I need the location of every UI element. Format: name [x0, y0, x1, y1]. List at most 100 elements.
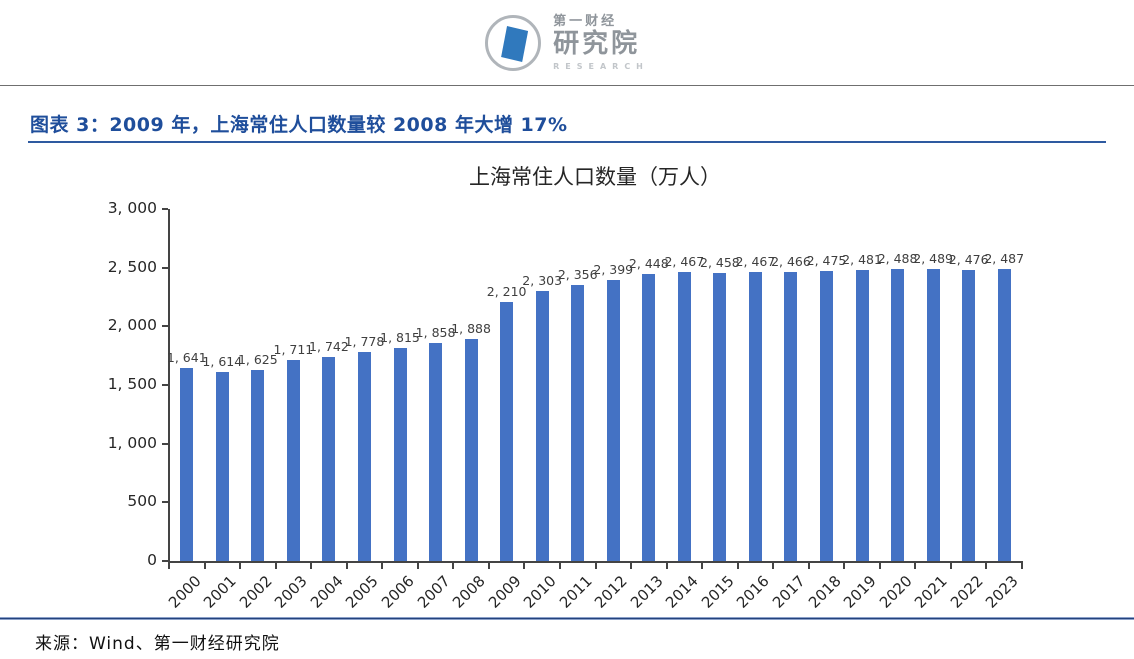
bar-2023 — [997, 269, 1011, 561]
x-axis-tick — [416, 563, 419, 569]
bar-2004 — [322, 356, 336, 561]
x-axis-tick — [701, 563, 704, 569]
logo-brand-line1: 第一财经 — [553, 13, 618, 29]
y-tick-label: 1, 500 — [107, 375, 157, 393]
y-axis-tick — [162, 442, 168, 445]
bar-2012 — [606, 279, 620, 561]
bar-value-label: 2, 399 — [593, 261, 634, 277]
bar-value-label: 1, 641 — [166, 350, 207, 366]
x-axis-tick — [843, 563, 846, 569]
header-divider — [0, 85, 1134, 86]
x-axis-tick — [239, 563, 242, 569]
bar-value-label: 1, 815 — [380, 330, 420, 346]
y-tick-label: 0 — [147, 551, 157, 569]
x-axis-tick — [381, 563, 384, 569]
x-axis-tick — [594, 563, 597, 569]
x-axis-tick — [985, 563, 988, 569]
logo-brand-line3: RESEARCH — [553, 61, 649, 71]
bar-chart-plot-area: 0 500 1, 000 1, 500 2, 000 2, 500 3, 000 1, 641… — [108, 199, 1024, 612]
bar-value-label: 1, 888 — [451, 321, 491, 337]
footer-divider — [0, 617, 1134, 620]
bar-value-label: 2, 467 — [664, 253, 705, 269]
y-axis-line — [168, 209, 170, 563]
bar-2002 — [251, 370, 265, 561]
x-axis-tick — [665, 563, 668, 569]
x-axis-line — [168, 561, 1023, 563]
bar-2018 — [820, 270, 834, 561]
x-axis-tick — [487, 563, 490, 569]
x-axis-tick — [203, 563, 206, 569]
y-axis-tick — [162, 325, 168, 328]
y-axis-tick — [162, 560, 168, 562]
yicai-research-logo: 第一财经 研究院 RESEARCH — [0, 10, 1134, 76]
bar-value-label: 2, 467 — [735, 253, 776, 269]
x-axis-tick — [949, 563, 952, 569]
bar-value-label: 2, 303 — [522, 272, 563, 288]
bar-value-label: 2, 487 — [984, 251, 1025, 267]
bar-2011 — [571, 284, 585, 561]
bar-value-label: 1, 614 — [202, 353, 243, 369]
x-axis-tick — [736, 563, 739, 569]
logo-brand-line2: 研究院 — [553, 28, 641, 59]
bar-value-label: 1, 858 — [415, 324, 456, 340]
chart-title: 上海常住人口数量（万人） — [469, 165, 721, 189]
logo-parallelogram-icon — [501, 26, 529, 62]
bar-2009 — [500, 301, 514, 561]
x-axis-tick — [345, 563, 348, 569]
x-axis-tick — [523, 563, 526, 569]
bar-2021 — [926, 268, 940, 561]
bar-value-label: 2, 476 — [948, 252, 989, 268]
x-axis-tick — [274, 563, 277, 569]
x-axis-tick — [772, 563, 775, 569]
logo-ring-icon — [485, 15, 542, 71]
bar-value-label: 1, 778 — [344, 334, 385, 350]
y-axis-tick — [162, 384, 168, 386]
bar-2008 — [464, 339, 478, 561]
y-tick-label: 500 — [127, 492, 157, 511]
x-axis-tick — [807, 563, 810, 569]
x-axis-tick — [914, 563, 917, 569]
bar-value-label: 2, 356 — [557, 266, 598, 282]
bar-2014 — [677, 271, 691, 561]
bar-2000 — [180, 368, 194, 561]
y-tick-label: 1, 000 — [107, 433, 157, 452]
y-axis-tick — [162, 501, 168, 504]
logo-text: 第一财经 研究院 RESEARCH — [553, 13, 649, 71]
source-note: 来源：Wind、第一财经研究院 — [35, 634, 280, 654]
bar-value-label: 1, 625 — [237, 352, 278, 368]
bar-2010 — [535, 290, 549, 561]
y-axis-tick — [162, 208, 168, 210]
x-axis-tick — [878, 563, 881, 569]
bar-2019 — [855, 269, 869, 561]
bar-value-label: 2, 448 — [628, 255, 669, 271]
bar-value-label: 2, 475 — [806, 252, 847, 268]
y-tick-label: 2, 000 — [107, 316, 157, 335]
x-axis-tick — [452, 563, 455, 569]
y-tick-label: 3, 000 — [107, 199, 157, 217]
bar-2001 — [215, 371, 229, 561]
x-axis-tick — [1021, 563, 1023, 569]
bar-2016 — [748, 271, 762, 561]
bar-2017 — [784, 271, 798, 561]
x-axis-tick — [168, 563, 170, 569]
bar-2015 — [713, 272, 727, 561]
bar-2005 — [357, 352, 371, 561]
x-axis-tick — [630, 563, 633, 569]
y-axis-tick — [162, 266, 168, 269]
y-tick-label: 2, 500 — [107, 257, 157, 276]
x-axis-tick — [310, 563, 313, 569]
bar-value-label: 1, 711 — [273, 342, 314, 358]
bar-value-label: 2, 466 — [771, 253, 811, 269]
bar-value-label: 2, 481 — [842, 251, 882, 267]
bar-2007 — [429, 342, 443, 561]
bar-2020 — [891, 269, 905, 561]
bar-value-label: 2, 210 — [486, 283, 527, 299]
bar-2022 — [962, 270, 976, 561]
bar-value-label: 2, 489 — [913, 250, 954, 266]
bar-2003 — [286, 360, 300, 561]
figure-caption: 图表 3：2009 年，上海常住人口数量较 2008 年大增 17% — [30, 114, 568, 136]
bar-2013 — [642, 273, 656, 561]
caption-underline — [28, 141, 1106, 143]
bar-value-label: 1, 742 — [309, 338, 349, 354]
